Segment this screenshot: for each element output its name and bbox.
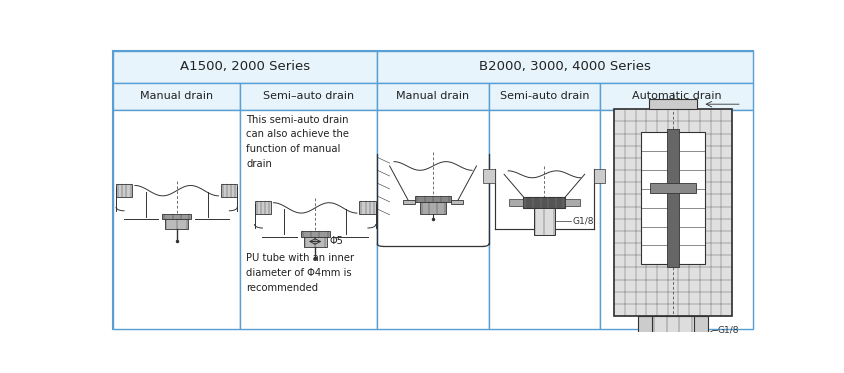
Bar	[565, 199, 579, 206]
Text: G1/8: G1/8	[572, 217, 593, 226]
Text: G1/8: G1/8	[717, 326, 738, 335]
Text: Automatic drain: Automatic drain	[630, 91, 720, 101]
Bar	[240, 110, 377, 329]
Text: Φ5: Φ5	[329, 236, 343, 247]
Bar	[300, 231, 329, 236]
Bar	[162, 214, 191, 219]
Bar	[614, 109, 731, 316]
Bar	[508, 199, 522, 206]
Bar	[483, 169, 495, 183]
Bar	[637, 316, 707, 333]
Bar	[113, 83, 240, 110]
Text: A1500, 2000 Series: A1500, 2000 Series	[180, 60, 310, 73]
Text: Semi–auto drain: Semi–auto drain	[262, 91, 354, 101]
Bar	[599, 110, 752, 329]
Bar	[414, 196, 451, 202]
Bar	[650, 183, 695, 193]
Text: Semi-auto drain: Semi-auto drain	[499, 91, 588, 101]
Text: Manual drain: Manual drain	[140, 91, 213, 101]
Bar	[488, 110, 599, 329]
Bar	[592, 169, 604, 183]
Bar	[640, 132, 705, 264]
Bar	[599, 83, 752, 110]
Bar	[403, 200, 414, 204]
Bar	[488, 83, 599, 110]
Bar	[240, 83, 377, 110]
Bar	[254, 201, 271, 214]
Bar	[113, 51, 377, 83]
Bar	[377, 83, 488, 110]
Bar	[165, 219, 188, 229]
Bar	[649, 99, 695, 109]
Text: PU tube with an inner
diameter of Φ4mm is
recommended: PU tube with an inner diameter of Φ4mm i…	[246, 253, 354, 292]
Text: Manual drain: Manual drain	[396, 91, 469, 101]
Bar	[377, 110, 488, 329]
Text: B2000, 3000, 4000 Series: B2000, 3000, 4000 Series	[479, 60, 650, 73]
Bar	[533, 208, 555, 235]
Bar	[116, 184, 133, 197]
Bar	[652, 316, 693, 345]
Bar	[667, 129, 678, 267]
Bar	[377, 51, 752, 83]
Bar	[419, 202, 446, 214]
Bar	[522, 197, 565, 208]
Bar	[303, 236, 327, 247]
Bar	[359, 201, 376, 214]
Bar	[113, 110, 240, 329]
Bar	[451, 200, 463, 204]
Text: This semi-auto drain
can also achieve the
function of manual
drain: This semi-auto drain can also achieve th…	[246, 115, 349, 169]
Bar	[220, 184, 237, 197]
